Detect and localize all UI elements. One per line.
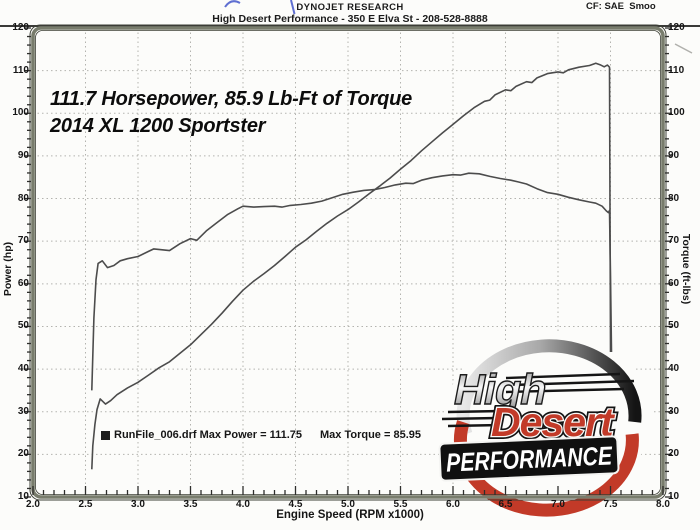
power-tick-label: 100: [12, 107, 29, 119]
pen-mark-icon: [224, 0, 296, 15]
rpm-tick-label: 3.5: [183, 499, 198, 510]
result-annotation: 111.7 Horsepower, 85.9 Lb-Ft of Torque 2…: [50, 86, 412, 140]
rpm-tick-label: 2.0: [26, 499, 40, 510]
torque-tick-label: 40: [668, 363, 680, 375]
torque-tick-label: 90: [668, 149, 680, 161]
logo-chrome-ring-arc: [456, 339, 642, 437]
torque-curve: [91, 172, 613, 391]
power-tick-label: 20: [17, 448, 29, 460]
axis-tick-marks: [24, 27, 672, 498]
rpm-tick-label: 3.0: [131, 499, 145, 510]
power-curve: [91, 62, 612, 470]
rpm-tick-label: 4.0: [236, 499, 250, 510]
chart-frame: [29, 24, 667, 501]
annotation-bike-model: 2014 XL 1200 Sportster: [50, 115, 266, 137]
annotation-power-torque: 111.7 Horsepower, 85.9 Lb-Ft of Torque: [50, 88, 413, 110]
logo-speed-lines: [441, 372, 635, 428]
rpm-tick-label: 7.0: [551, 499, 565, 510]
legend-run-max-power: RunFile_006.drf Max Power = 111.75: [114, 429, 303, 441]
torque-tick-label: 120: [668, 22, 685, 33]
legend-max-torque: Max Torque = 85.95: [320, 429, 421, 441]
shop-logo: High Desert Desert Desert PERFORMANCE: [438, 333, 653, 517]
torque-tick-label: 60: [668, 277, 680, 289]
rpm-tick-label: 5.5: [393, 499, 408, 510]
power-tick-label: 90: [17, 149, 29, 161]
legend-swatch-icon: [101, 430, 110, 440]
rpm-tick-label: 8.0: [656, 499, 670, 510]
torque-tick-label: 20: [668, 448, 680, 460]
power-tick-label: 120: [12, 22, 29, 33]
logo-word-performance: PERFORMANCE: [445, 440, 613, 477]
power-tick-label: 40: [17, 363, 29, 375]
header-divider-rule: [0, 25, 700, 27]
power-tick-label: 50: [17, 320, 29, 332]
correction-factor-label: CF: SAE Smoo: [586, 1, 656, 12]
torque-tick-label: 110: [668, 64, 685, 76]
power-tick-label: 80: [17, 192, 29, 204]
rpm-tick-label: 4.5: [288, 499, 303, 510]
rpm-tick-label: 2.5: [78, 499, 93, 510]
power-tick-label: 10: [17, 491, 29, 502]
logo-banner: PERFORMANCE: [438, 435, 620, 482]
rpm-tick-label: 6.0: [446, 499, 460, 510]
shop-address-line: High Desert Performance - 350 E Elva St …: [212, 13, 488, 25]
frame-axis-bar: [31, 26, 665, 499]
torque-tick-label: 80: [668, 192, 680, 204]
x-axis-label: Engine Speed (RPM x1000): [276, 509, 424, 521]
torque-tick-label: 10: [668, 491, 680, 502]
torque-tick-label: 50: [668, 320, 680, 332]
power-tick-label: 110: [12, 64, 29, 76]
dyno-curves: [91, 62, 613, 470]
torque-tick-label: 70: [668, 235, 680, 247]
run-legend: RunFile_006.drf Max Power = 111.75 Max T…: [101, 429, 421, 441]
logo-word-high: High: [454, 366, 546, 414]
frame-outer-edge: [29, 24, 667, 501]
torque-tick-label: 100: [668, 107, 685, 119]
dynojet-brand-title: DYNOJET RESEARCH: [296, 2, 404, 13]
rpm-tick-label: 7.5: [603, 499, 618, 510]
torque-tick-label: 30: [668, 405, 680, 417]
rpm-tick-label: 5.0: [341, 499, 355, 510]
power-tick-label: 70: [17, 235, 29, 247]
scan-scratch-mark: [674, 43, 693, 54]
rpm-tick-label: 6.5: [498, 499, 513, 510]
power-tick-label: 60: [17, 277, 29, 289]
power-tick-label: 30: [17, 405, 29, 417]
